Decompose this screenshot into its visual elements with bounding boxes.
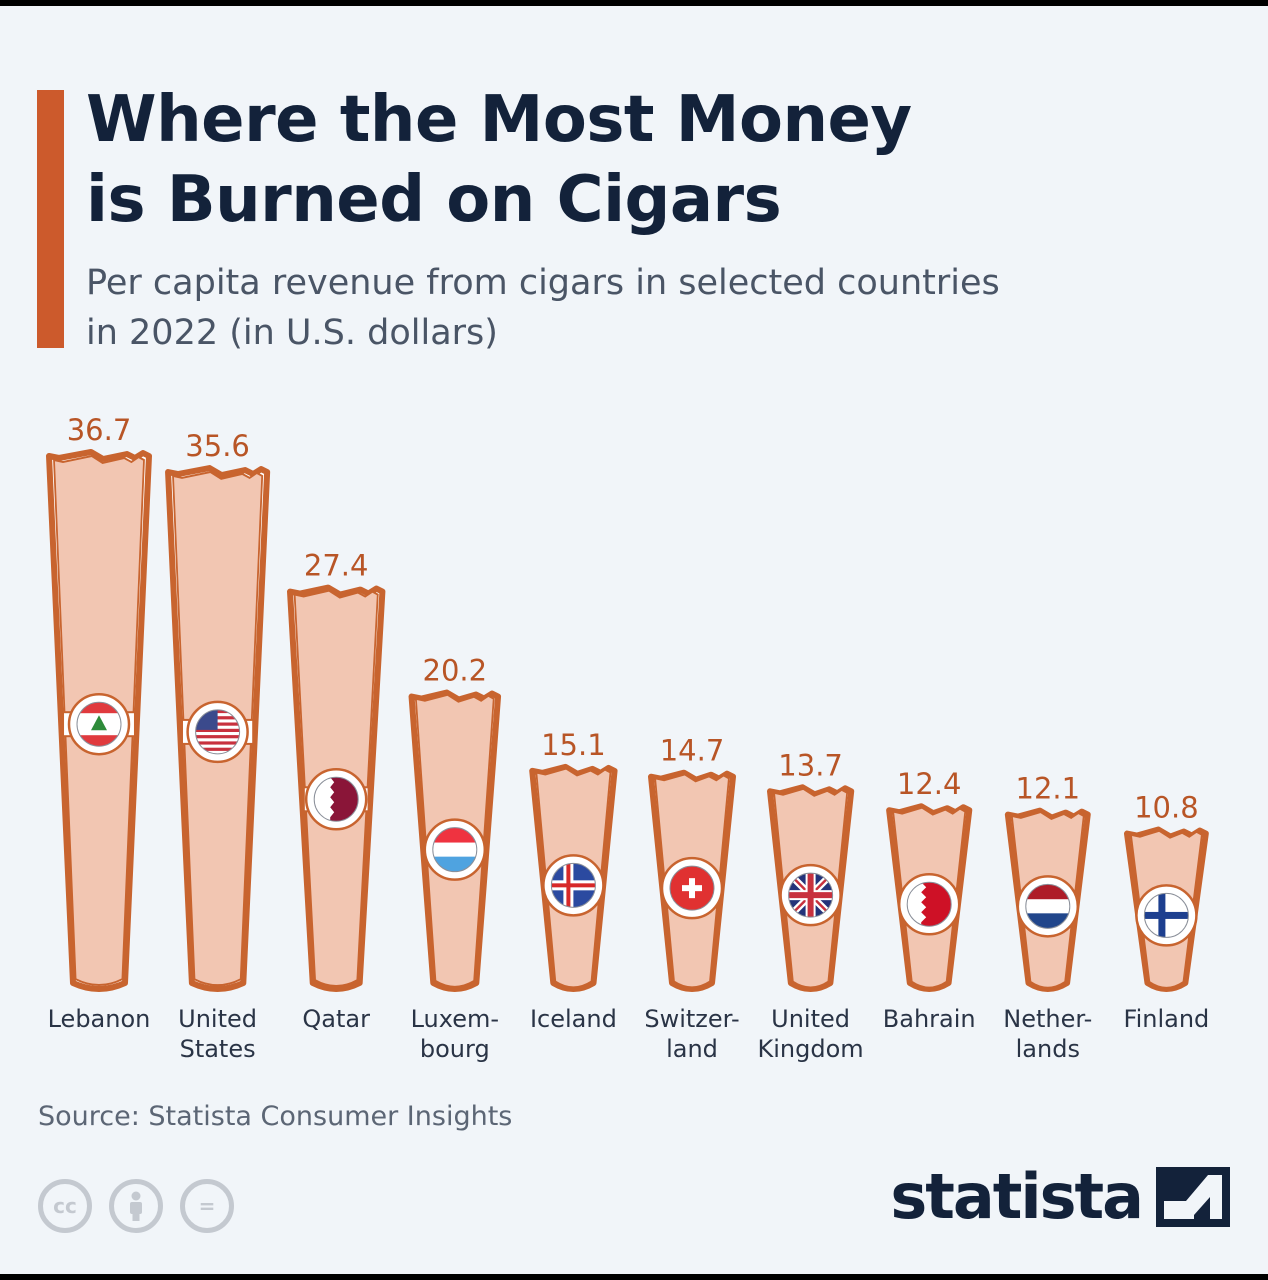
- brand-name: statista: [890, 1160, 1144, 1233]
- value-label: 27.4: [304, 549, 369, 583]
- value-label: 14.7: [660, 734, 725, 768]
- netherlands-flag: [1025, 884, 1070, 929]
- title-line-2: is Burned on Cigars: [86, 163, 782, 237]
- category-label: Nether-: [1003, 1005, 1092, 1033]
- source-note: Source: Statista Consumer Insights: [38, 1101, 513, 1132]
- no-derivatives-icon: =: [180, 1179, 234, 1233]
- flag-ring: [906, 881, 952, 927]
- flag-ring: [669, 865, 715, 911]
- switzerland-flag: [670, 866, 714, 911]
- category-label: United: [178, 1005, 257, 1033]
- statista-logo-icon: [1156, 1167, 1230, 1227]
- uk-flag: [788, 873, 833, 918]
- cigar-bar: 14.7 Switzer-land: [644, 734, 739, 1063]
- category-label: Finland: [1124, 1005, 1210, 1033]
- luxembourg-flag: [432, 827, 477, 872]
- qatar-flag: [314, 777, 359, 822]
- value-label: 10.8: [1134, 791, 1199, 825]
- subtitle-line-1: Per capita revenue from cigars in select…: [86, 263, 1000, 303]
- value-label: 36.7: [67, 413, 132, 447]
- nd-icon-text: =: [198, 1194, 216, 1218]
- cigar-bar: 10.8 Finland: [1124, 791, 1210, 1033]
- cigar-bar: 12.1 Nether-lands: [1003, 772, 1092, 1063]
- value-label: 12.1: [1016, 772, 1081, 806]
- cigar-bar-chart: 36.7Lebanon35.6UnitedStates27.4Qatar20.2…: [46, 413, 1210, 1063]
- finland-flag: [1144, 893, 1189, 938]
- accent-bar: [37, 90, 64, 348]
- flag-ring: [1143, 892, 1189, 938]
- chart-subtitle: Per capita revenue from cigars in select…: [86, 258, 1186, 358]
- cigar-bar: 36.7 Lebanon: [46, 413, 152, 1033]
- cc-icon: cc: [38, 1179, 92, 1233]
- value-label: 35.6: [185, 429, 250, 463]
- cc-icon-text: cc: [53, 1194, 77, 1218]
- license-icons: cc =: [38, 1179, 234, 1233]
- category-label: Lebanon: [48, 1005, 151, 1033]
- attribution-icon: [109, 1179, 163, 1233]
- flag-ring: [313, 776, 359, 822]
- cigar-bar: 27.4 Qatar: [287, 549, 386, 1033]
- cigar-bar: 20.2 Luxem-bourg: [408, 654, 502, 1063]
- flag-ring: [788, 872, 834, 918]
- value-label: 12.4: [897, 767, 962, 801]
- value-label: 15.1: [541, 728, 606, 762]
- value-label: 13.7: [778, 748, 843, 782]
- infographic-card: Where the Most Money is Burned on Cigars…: [0, 6, 1268, 1274]
- category-label: Switzer-: [644, 1005, 739, 1033]
- category-label: Iceland: [530, 1005, 617, 1033]
- lebanon-flag: [77, 702, 121, 747]
- category-label: bourg: [420, 1035, 490, 1063]
- cigar-bar: 12.4 Bahrain: [883, 767, 976, 1033]
- bahrain-flag: [907, 882, 952, 927]
- flag-ring: [1025, 883, 1071, 929]
- category-label: lands: [1016, 1035, 1080, 1063]
- title-line-1: Where the Most Money: [86, 83, 912, 157]
- cigar-bars: 36.7Lebanon35.6UnitedStates27.4Qatar20.2…: [46, 413, 1210, 1063]
- subtitle-line-2: in 2022 (in U.S. dollars): [86, 313, 498, 353]
- flag-ring: [195, 709, 241, 755]
- category-label: land: [666, 1035, 718, 1063]
- flag-ring: [432, 827, 478, 873]
- category-label: Bahrain: [883, 1005, 976, 1033]
- flag-ring: [550, 862, 596, 908]
- cigar-bar: 15.1 Iceland: [529, 728, 618, 1033]
- statista-logo: statista: [890, 1166, 1230, 1228]
- category-label: Luxem-: [411, 1005, 499, 1033]
- category-label: States: [180, 1035, 256, 1063]
- chart-title: Where the Most Money is Burned on Cigars: [86, 80, 1206, 240]
- category-label: Kingdom: [758, 1035, 864, 1063]
- person-icon: [130, 1191, 142, 1221]
- iceland-flag: [551, 863, 596, 908]
- flag-ring: [76, 701, 122, 747]
- value-label: 20.2: [423, 654, 488, 688]
- category-label: Qatar: [302, 1005, 370, 1033]
- category-label: United: [771, 1005, 850, 1033]
